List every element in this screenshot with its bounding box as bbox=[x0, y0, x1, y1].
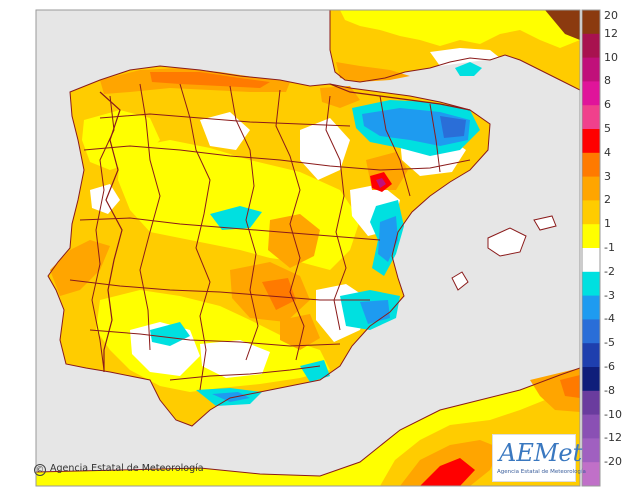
legend-label: -6 bbox=[604, 360, 615, 373]
magenta-spot bbox=[376, 178, 386, 188]
legend-border bbox=[581, 9, 601, 487]
legend-label: -1 bbox=[604, 241, 615, 254]
legend-label: -12 bbox=[604, 431, 622, 445]
legend-label: 12 bbox=[604, 26, 618, 40]
legend-label: -5 bbox=[604, 336, 615, 350]
iberia-yellow-northwest bbox=[82, 110, 160, 170]
logo-name: AEMet bbox=[499, 439, 583, 467]
france-cyan-spot bbox=[455, 62, 482, 76]
orange-zone-south-2 bbox=[280, 314, 320, 350]
legend-swatch bbox=[582, 390, 600, 416]
legend-label: 2 bbox=[604, 193, 611, 207]
cyan-zone-south-coast bbox=[300, 360, 330, 382]
balearic-mallorca bbox=[487, 227, 527, 257]
logo-subtitle: Agencia Estatal de Meteorología bbox=[497, 469, 586, 475]
legend-swatch bbox=[582, 152, 600, 178]
france-coastline bbox=[329, 10, 580, 91]
legend-label: 4 bbox=[604, 145, 611, 159]
legend-swatch bbox=[582, 319, 600, 344]
balearic-ibiza bbox=[451, 271, 469, 291]
legend-label: 20 bbox=[604, 9, 618, 22]
orange-zone-central bbox=[268, 214, 320, 268]
legend-swatch bbox=[582, 57, 600, 82]
blue-zone-murcia bbox=[360, 300, 390, 324]
pyrenees-border bbox=[329, 83, 471, 111]
map-area bbox=[36, 10, 580, 486]
copyright-icon: © bbox=[34, 464, 46, 476]
map-border bbox=[35, 9, 581, 487]
legend-label: -3 bbox=[604, 288, 615, 302]
legend-bar bbox=[582, 10, 600, 487]
aemet-logo: AEMet Agencia Estatal de Meteorología bbox=[492, 434, 586, 482]
legend-swatch bbox=[582, 248, 600, 273]
legend-swatch bbox=[582, 438, 600, 463]
darkblue-zone-pyrenees bbox=[440, 116, 466, 138]
france-yellow bbox=[340, 10, 580, 48]
legend-swatch bbox=[582, 414, 600, 439]
legend-swatch bbox=[582, 105, 600, 130]
legend-swatch bbox=[582, 200, 600, 225]
africa-coastline bbox=[36, 367, 580, 477]
balearic-menorca bbox=[533, 215, 557, 231]
legend-label: -10 bbox=[604, 407, 622, 421]
legend-label: 8 bbox=[604, 74, 611, 88]
legend-swatch bbox=[582, 81, 600, 106]
province-borders bbox=[47, 65, 491, 427]
legend-swatch bbox=[582, 224, 600, 249]
legend-label: 6 bbox=[604, 98, 611, 112]
legend-swatch bbox=[582, 295, 600, 320]
france-orange bbox=[336, 62, 410, 82]
legend-swatch bbox=[582, 10, 600, 35]
legend-label: 1 bbox=[604, 217, 611, 231]
africa-red bbox=[420, 458, 475, 486]
legend-label: 3 bbox=[604, 169, 611, 183]
copyright-text: Agencia Estatal de Meteorología bbox=[50, 463, 204, 474]
legend-swatch bbox=[582, 176, 600, 201]
legend-label: -8 bbox=[604, 383, 615, 397]
legend-swatch bbox=[582, 33, 600, 59]
legend-swatch bbox=[582, 129, 600, 154]
blue-zone-andalusia bbox=[212, 392, 250, 402]
legend-swatch bbox=[582, 343, 600, 368]
cyan-zone-castile bbox=[210, 206, 262, 230]
legend-swatch bbox=[582, 271, 600, 297]
legend-label: 5 bbox=[604, 122, 611, 135]
legend-label: -20 bbox=[604, 455, 622, 469]
legend-swatch bbox=[582, 367, 600, 392]
copyright-notice: © Agencia Estatal de Meteorología bbox=[34, 463, 204, 476]
france-white-area bbox=[430, 48, 500, 66]
white-zone-south-2 bbox=[200, 340, 270, 378]
white-zone-ebro bbox=[300, 118, 350, 180]
cyan-zone-southwest bbox=[150, 322, 190, 346]
white-zone-west bbox=[90, 184, 120, 214]
portugal-border bbox=[99, 91, 123, 372]
darkorange-zone-south bbox=[262, 278, 296, 310]
france-brown-corner bbox=[545, 10, 580, 40]
legend-label: 10 bbox=[604, 50, 618, 64]
legend-label: -4 bbox=[604, 312, 615, 326]
legend-label: -2 bbox=[604, 264, 615, 278]
orange-zone-portugal bbox=[50, 240, 110, 296]
africa-east-red bbox=[560, 375, 580, 398]
legend-swatch bbox=[582, 462, 600, 487]
